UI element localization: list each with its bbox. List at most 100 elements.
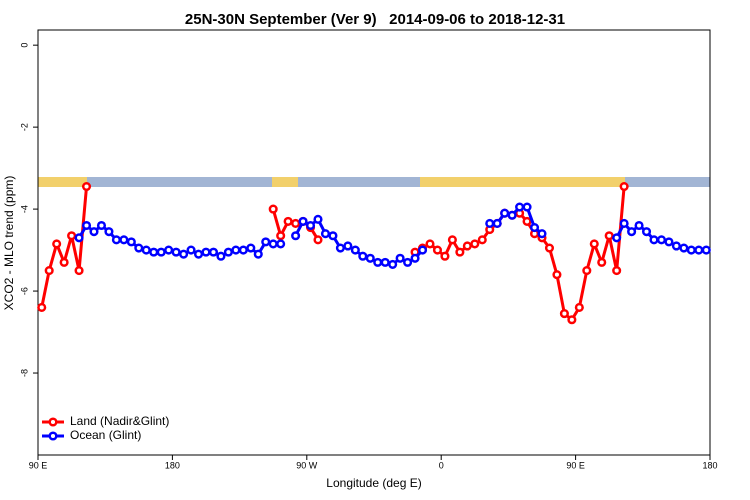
data-point	[253, 249, 263, 259]
data-point	[544, 243, 555, 253]
data-point	[171, 247, 181, 257]
data-point	[679, 243, 689, 253]
y-tick-label: 0	[19, 43, 29, 48]
data-point	[388, 259, 398, 269]
data-point	[298, 216, 308, 226]
data-point	[261, 237, 271, 247]
data-point	[74, 233, 84, 243]
data-point	[701, 245, 711, 255]
data-point	[500, 208, 510, 218]
land-strip	[420, 177, 625, 187]
data-point	[417, 245, 428, 255]
data-point	[522, 202, 532, 212]
data-point	[283, 216, 293, 226]
data-point	[291, 218, 301, 228]
data-point	[111, 235, 121, 245]
y-tick-label: -6	[19, 287, 29, 295]
data-point	[395, 253, 405, 263]
data-point	[156, 247, 166, 257]
data-point	[37, 302, 47, 313]
data-point	[246, 243, 256, 253]
data-point	[612, 266, 622, 276]
data-point	[447, 235, 457, 245]
data-point	[567, 315, 577, 325]
data-point	[81, 182, 92, 192]
data-point	[671, 241, 681, 251]
data-point	[552, 270, 562, 280]
data-point	[193, 249, 204, 259]
data-point	[52, 239, 62, 249]
data-point	[119, 235, 129, 245]
data-point	[619, 218, 629, 228]
data-point	[313, 214, 323, 224]
data-point	[485, 218, 495, 228]
x-tick-label: 180	[702, 460, 717, 470]
data-point	[403, 257, 413, 267]
x-tick-label: 0	[439, 460, 444, 470]
surface-strip	[38, 177, 710, 187]
data-point	[328, 231, 338, 241]
data-point	[559, 309, 569, 319]
data-point	[141, 245, 151, 255]
data-point	[440, 251, 450, 261]
data-point	[186, 245, 196, 255]
plot-frame	[37, 29, 711, 456]
data-point	[81, 220, 92, 231]
data-point	[604, 231, 614, 241]
data-point	[694, 245, 704, 255]
data-point	[432, 245, 443, 255]
data-point	[216, 251, 226, 261]
data-point	[380, 257, 390, 267]
data-point	[164, 245, 174, 255]
ocean-strip	[38, 177, 710, 187]
data-point	[529, 222, 540, 233]
data-point	[425, 239, 435, 249]
chart-title: 25N-30N September (Ver 9) 2014-09-06 to …	[185, 11, 565, 28]
data-point	[455, 247, 465, 257]
data-point	[597, 257, 607, 267]
data-point	[179, 249, 189, 259]
data-point	[268, 204, 278, 214]
data-point	[44, 266, 54, 276]
data-point	[462, 241, 472, 251]
data-point	[305, 220, 316, 231]
data-point	[276, 239, 286, 249]
data-point	[641, 227, 652, 237]
data-point	[664, 237, 674, 247]
land-strip	[272, 177, 298, 187]
y-tick-label: -4	[19, 205, 29, 213]
data-point	[634, 220, 644, 231]
data-point	[358, 251, 368, 261]
data-point	[208, 247, 219, 257]
data-point	[627, 227, 637, 237]
data-point	[231, 245, 241, 255]
data-point	[67, 231, 77, 241]
data-point	[522, 216, 532, 226]
data-point	[612, 233, 622, 243]
data-point	[537, 229, 547, 239]
data-point	[343, 241, 353, 251]
data-point	[201, 247, 211, 257]
data-point	[619, 182, 629, 192]
data-point	[507, 210, 517, 220]
data-point	[59, 257, 69, 267]
data-point	[515, 202, 525, 212]
x-tick-label: 180	[165, 460, 180, 470]
data-point	[134, 243, 144, 253]
data-point	[96, 220, 107, 231]
data-point	[470, 239, 480, 249]
x-axis-title: Longitude (deg E)	[326, 476, 421, 490]
data-point	[126, 237, 136, 247]
data-point	[320, 229, 331, 239]
x-tick-label: 90 W	[296, 460, 318, 470]
data-point	[276, 231, 286, 241]
data-point	[104, 227, 114, 237]
data-point	[74, 266, 84, 276]
data-point	[350, 245, 360, 255]
data-point	[335, 243, 345, 253]
data-point	[649, 235, 659, 245]
y-tick-label: -8	[19, 369, 29, 377]
data-point	[686, 245, 696, 255]
